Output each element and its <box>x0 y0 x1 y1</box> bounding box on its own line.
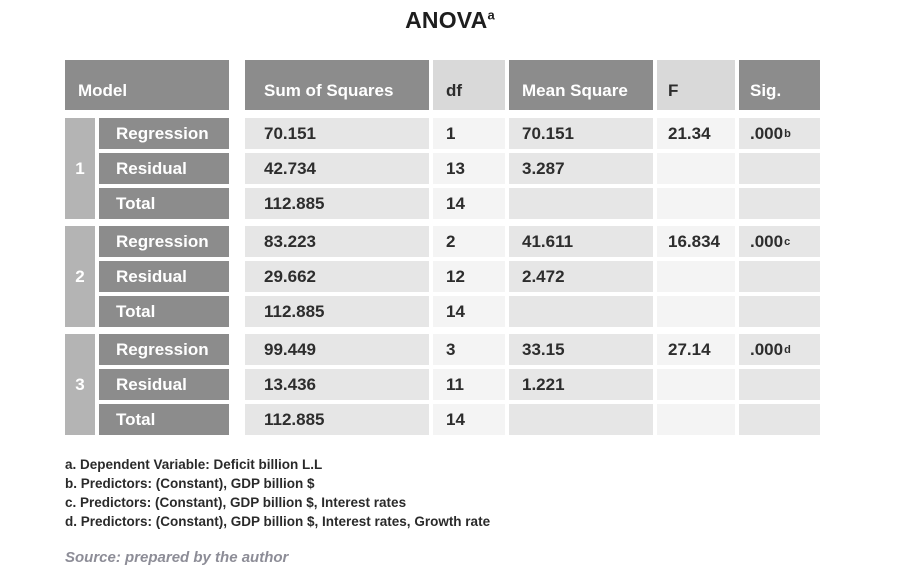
footnote-b: b. Predictors: (Constant), GDP billion $ <box>65 476 315 491</box>
cell-df: 3 <box>433 334 505 365</box>
cell-mean-square <box>509 404 653 435</box>
cell-sum-of-squares: 112.885 <box>245 404 429 435</box>
cell-sig <box>739 261 820 292</box>
sig-value: .000 <box>750 123 784 143</box>
anova-table: Model Sum of Squares df Mean Square F Si… <box>65 60 820 442</box>
cell-mean-square: 41.611 <box>509 226 653 257</box>
cell-sig <box>739 404 820 435</box>
row-label-residual: Residual <box>99 369 229 400</box>
row-label-total: Total <box>99 404 229 435</box>
model-group-2: 2 Regression Residual Total 83.223 2 41.… <box>65 226 820 327</box>
cell-df: 13 <box>433 153 505 184</box>
cell-sum-of-squares: 112.885 <box>245 188 429 219</box>
cell-sig <box>739 296 820 327</box>
row-label-residual: Residual <box>99 261 229 292</box>
cell-mean-square: 3.287 <box>509 153 653 184</box>
cell-mean-square: 33.15 <box>509 334 653 365</box>
model-area: 2 Regression Residual Total <box>65 226 229 327</box>
cell-mean-square: 70.151 <box>509 118 653 149</box>
cell-sig <box>739 153 820 184</box>
cell-sum-of-squares: 112.885 <box>245 296 429 327</box>
row-label-total: Total <box>99 188 229 219</box>
cell-sig: .000 b <box>739 118 820 149</box>
footnote-a: a. Dependent Variable: Deficit billion L… <box>65 457 323 472</box>
cell-f: 21.34 <box>657 118 735 149</box>
cell-sum-of-squares: 83.223 <box>245 226 429 257</box>
cell-f <box>657 261 735 292</box>
cell-f <box>657 188 735 219</box>
cell-f: 27.14 <box>657 334 735 365</box>
model-number-cell: 3 <box>65 334 95 435</box>
cell-f <box>657 369 735 400</box>
cell-sum-of-squares: 42.734 <box>245 153 429 184</box>
row-label-total: Total <box>99 296 229 327</box>
model-group-3: 3 Regression Residual Total 99.449 3 33.… <box>65 334 820 435</box>
cell-mean-square <box>509 296 653 327</box>
table-title: ANOVAa <box>0 7 900 34</box>
footnote-c: c. Predictors: (Constant), GDP billion $… <box>65 495 407 510</box>
model-number-cell: 2 <box>65 226 95 327</box>
cell-f <box>657 404 735 435</box>
cell-df: 14 <box>433 188 505 219</box>
cell-df: 11 <box>433 369 505 400</box>
column-header-df: df <box>433 60 505 110</box>
cell-df: 2 <box>433 226 505 257</box>
table-footnotes: a. Dependent Variable: Deficit billion L… <box>65 455 490 531</box>
cell-f: 16.834 <box>657 226 735 257</box>
cell-sig: .000 d <box>739 334 820 365</box>
row-labels: Regression Residual Total <box>99 334 229 435</box>
cell-mean-square <box>509 188 653 219</box>
row-label-regression: Regression <box>99 334 229 365</box>
cell-mean-square: 1.221 <box>509 369 653 400</box>
column-header-f: F <box>657 60 735 110</box>
cell-f <box>657 296 735 327</box>
cell-f <box>657 153 735 184</box>
cell-sig: .000 c <box>739 226 820 257</box>
cell-sum-of-squares: 70.151 <box>245 118 429 149</box>
model-group-1: 1 Regression Residual Total 70.151 1 70.… <box>65 118 820 219</box>
cell-df: 14 <box>433 296 505 327</box>
cell-sum-of-squares: 29.662 <box>245 261 429 292</box>
footnote-d: d. Predictors: (Constant), GDP billion $… <box>65 514 491 529</box>
row-labels: Regression Residual Total <box>99 118 229 219</box>
table-title-text: ANOVA <box>405 7 488 33</box>
cell-mean-square: 2.472 <box>509 261 653 292</box>
model-number-cell: 1 <box>65 118 95 219</box>
row-labels: Regression Residual Total <box>99 226 229 327</box>
column-header-sum-of-squares: Sum of Squares <box>245 60 429 110</box>
source-note: Source: prepared by the author <box>65 549 289 566</box>
cell-df: 14 <box>433 404 505 435</box>
cell-sig <box>739 369 820 400</box>
cell-sum-of-squares: 99.449 <box>245 334 429 365</box>
model-area: 3 Regression Residual Total <box>65 334 229 435</box>
cell-df: 12 <box>433 261 505 292</box>
row-label-regression: Regression <box>99 118 229 149</box>
column-header-sig: Sig. <box>739 60 820 110</box>
model-area: 1 Regression Residual Total <box>65 118 229 219</box>
header-gap <box>233 60 241 110</box>
sig-value: .000 <box>750 339 784 359</box>
table-header-row: Model Sum of Squares df Mean Square F Si… <box>65 60 820 110</box>
table-title-superscript: a <box>487 7 495 23</box>
cell-sig <box>739 188 820 219</box>
cell-sum-of-squares: 13.436 <box>245 369 429 400</box>
sig-value: .000 <box>750 231 784 251</box>
row-label-residual: Residual <box>99 153 229 184</box>
column-header-model: Model <box>65 60 229 110</box>
row-label-regression: Regression <box>99 226 229 257</box>
column-header-mean-square: Mean Square <box>509 60 653 110</box>
cell-df: 1 <box>433 118 505 149</box>
